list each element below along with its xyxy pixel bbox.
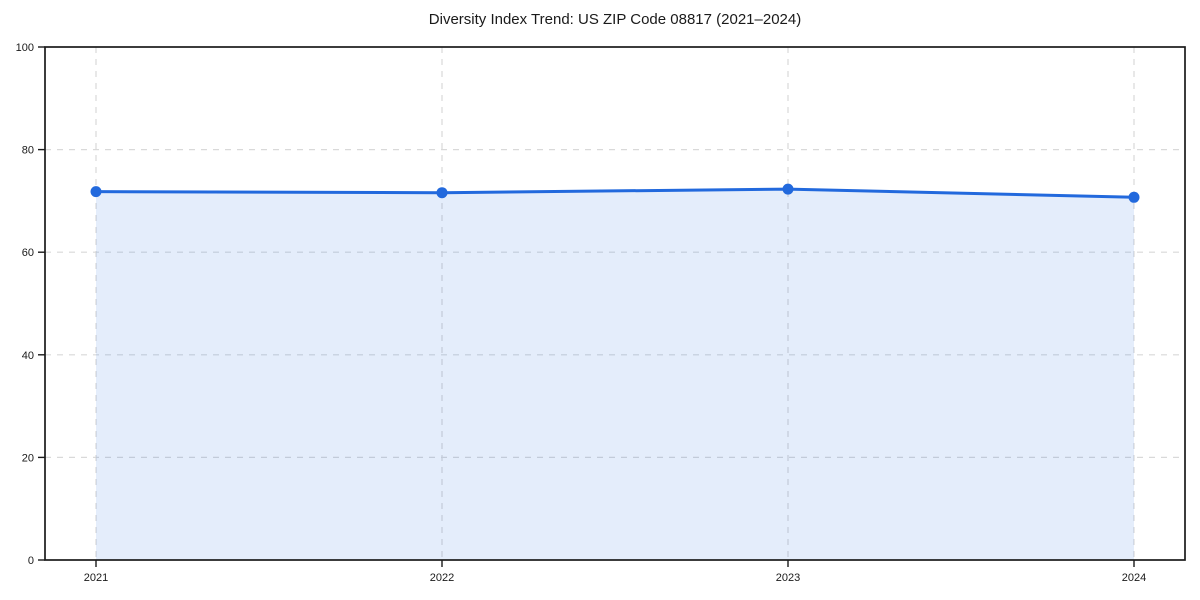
x-tick-label: 2024 xyxy=(1122,572,1146,584)
trend-line xyxy=(94,187,1136,199)
data-point-marker xyxy=(436,187,448,199)
data-point-marker xyxy=(90,186,102,198)
x-tick-label: 2023 xyxy=(776,572,800,584)
chart-title: Diversity Index Trend: US ZIP Code 08817… xyxy=(428,11,802,28)
x-tick-label: 2021 xyxy=(84,572,108,584)
y-tick-label: 0 xyxy=(28,555,34,567)
data-point-marker xyxy=(1128,191,1140,203)
plot-border xyxy=(44,46,1186,561)
area-fill xyxy=(96,189,1134,560)
y-tick-label: 40 xyxy=(22,350,34,362)
y-tick-label: 80 xyxy=(22,145,34,157)
y-tick-label: 20 xyxy=(22,452,34,464)
y-tick-label: 60 xyxy=(22,247,34,259)
x-tick-label: 2022 xyxy=(430,572,454,584)
data-point-marker xyxy=(782,183,794,195)
y-tick-label: 100 xyxy=(16,42,34,54)
